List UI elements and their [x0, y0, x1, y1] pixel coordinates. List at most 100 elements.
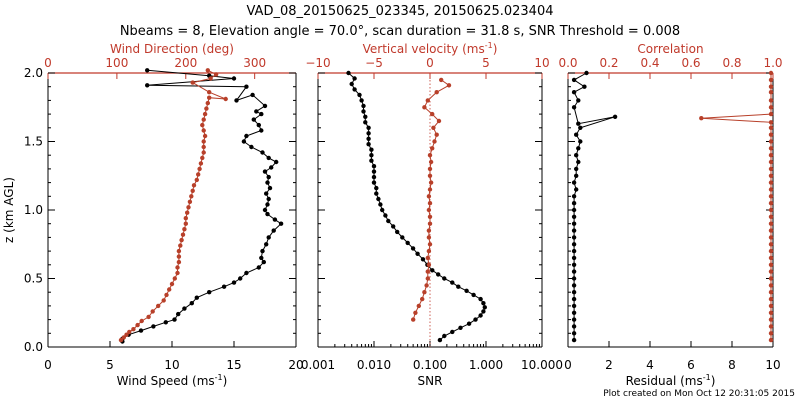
data-point-bottom: [361, 103, 366, 109]
data-point-bottom: [267, 185, 273, 191]
data-point-bottom: [163, 320, 168, 325]
x-axis-label: SNR: [418, 374, 443, 388]
data-point-bottom: [571, 77, 577, 83]
data-point-top: [768, 166, 774, 172]
top-tick-label: 0.8: [722, 56, 741, 70]
data-point-top: [178, 243, 183, 248]
series-line-top: [701, 73, 772, 341]
data-point-bottom: [260, 248, 265, 254]
x-tick-label: 2: [605, 358, 613, 372]
data-point-top: [207, 95, 212, 100]
data-point-bottom: [259, 255, 264, 261]
x-axis-label: Wind Speed (ms-1): [117, 373, 228, 388]
data-point-bottom: [262, 169, 268, 174]
series-line-top: [120, 69, 226, 341]
data-point-bottom: [266, 235, 271, 240]
data-point-top: [190, 80, 195, 85]
x-tick-label: 0: [564, 358, 572, 372]
data-point-top: [139, 318, 144, 324]
data-point-bottom: [264, 242, 269, 247]
data-point-bottom: [576, 98, 581, 103]
data-point-bottom: [346, 70, 351, 76]
data-point-top: [131, 327, 136, 332]
data-point-bottom: [571, 262, 577, 267]
data-point-bottom: [571, 214, 577, 219]
data-point-top: [768, 276, 774, 281]
data-point-bottom: [369, 153, 374, 158]
y-tick-label: 0.5: [24, 272, 43, 286]
x-tick-label: 6: [687, 358, 695, 372]
data-point-bottom: [442, 276, 447, 281]
data-point-bottom: [395, 229, 400, 235]
data-point-bottom: [576, 146, 581, 151]
data-point-top: [768, 303, 774, 309]
data-point-bottom: [571, 201, 577, 206]
data-point-top: [186, 205, 191, 210]
data-point-bottom: [274, 159, 279, 165]
data-point-bottom: [571, 90, 577, 95]
data-point-bottom: [265, 180, 270, 185]
x-tick-label: 5: [106, 358, 114, 372]
data-point-bottom: [376, 196, 381, 202]
data-point-bottom: [249, 144, 254, 150]
data-point-top: [768, 290, 774, 295]
x-tick-label: 10.000: [521, 358, 563, 372]
series-line-bottom: [573, 72, 616, 341]
data-point-top: [183, 221, 188, 226]
data-point-bottom: [442, 333, 447, 339]
data-point-top: [200, 155, 205, 161]
data-point-bottom: [138, 328, 144, 333]
data-point-bottom: [241, 139, 247, 144]
data-point-bottom: [571, 194, 577, 199]
data-point-bottom: [436, 272, 441, 277]
data-point-bottom: [571, 180, 577, 185]
data-point-top: [768, 324, 774, 329]
data-point-bottom: [176, 311, 181, 317]
data-point-bottom: [244, 270, 249, 276]
data-point-bottom: [259, 111, 264, 117]
data-point-top: [201, 117, 206, 122]
data-point-bottom: [238, 276, 243, 281]
data-point-bottom: [571, 317, 577, 322]
data-point-bottom: [571, 255, 577, 261]
data-point-top: [124, 332, 129, 337]
data-point-top: [768, 214, 774, 219]
data-point-bottom: [262, 103, 268, 109]
y-tick-label: 0.0: [24, 340, 43, 354]
data-point-top: [190, 188, 195, 193]
x-tick-label: 20: [288, 358, 303, 372]
data-point-bottom: [386, 218, 391, 224]
top-axis-label: Wind Direction (deg): [110, 42, 234, 56]
data-point-top: [768, 317, 774, 322]
data-point-top: [768, 248, 774, 254]
data-point-bottom: [256, 265, 261, 270]
data-point-top: [768, 111, 774, 117]
data-point-bottom: [254, 109, 259, 114]
data-point-top: [768, 228, 774, 233]
data-point-top: [172, 276, 177, 281]
data-point-bottom: [481, 309, 486, 314]
data-point-bottom: [265, 202, 270, 207]
x-tick-label: 8: [728, 358, 736, 372]
data-point-bottom: [374, 191, 379, 196]
data-point-top: [430, 146, 435, 151]
data-point-top: [202, 111, 208, 117]
data-point-top: [427, 166, 433, 172]
data-point-top: [768, 262, 774, 267]
data-point-bottom: [266, 174, 271, 180]
data-point-bottom: [380, 207, 385, 213]
y-axis-label: z (km AGL): [2, 177, 16, 243]
data-point-top: [768, 194, 774, 199]
data-point-bottom: [250, 92, 255, 98]
data-point-bottom: [151, 324, 156, 329]
data-point-bottom: [266, 196, 271, 202]
data-point-top: [768, 337, 774, 343]
x-tick-label: 0.010: [357, 358, 391, 372]
top-tick-label: 0.2: [599, 56, 618, 70]
data-point-bottom: [578, 139, 583, 144]
data-point-bottom: [571, 283, 577, 288]
data-point-top: [194, 177, 199, 183]
top-tick-label: 5: [482, 56, 490, 70]
data-point-bottom: [371, 169, 377, 174]
data-point-bottom: [571, 228, 577, 233]
